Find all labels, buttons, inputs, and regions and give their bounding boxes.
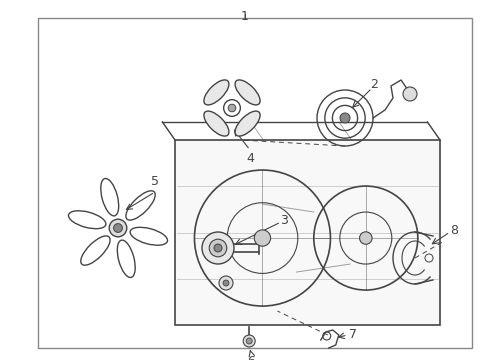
Circle shape: [223, 280, 229, 286]
Text: 5: 5: [151, 175, 159, 188]
Text: 2: 2: [370, 78, 378, 91]
Circle shape: [223, 100, 241, 116]
Circle shape: [219, 276, 233, 290]
Circle shape: [254, 230, 270, 246]
Circle shape: [340, 113, 350, 123]
Text: 7: 7: [349, 328, 357, 342]
Text: 6: 6: [247, 355, 255, 360]
Circle shape: [246, 338, 252, 344]
Circle shape: [109, 219, 127, 237]
Circle shape: [403, 87, 417, 101]
Circle shape: [114, 224, 122, 233]
Bar: [38, 18, 472, 348]
Ellipse shape: [204, 80, 229, 105]
Ellipse shape: [235, 111, 260, 136]
Bar: [175, 140, 440, 325]
Text: 4: 4: [246, 152, 254, 165]
Text: 1: 1: [241, 10, 249, 23]
Circle shape: [214, 244, 222, 252]
Circle shape: [209, 239, 227, 257]
Text: 3: 3: [280, 213, 288, 226]
Circle shape: [243, 335, 255, 347]
Circle shape: [202, 232, 234, 264]
Circle shape: [360, 232, 372, 244]
Ellipse shape: [204, 111, 229, 136]
Circle shape: [228, 104, 236, 112]
Ellipse shape: [235, 80, 260, 105]
Text: 8: 8: [450, 224, 458, 237]
